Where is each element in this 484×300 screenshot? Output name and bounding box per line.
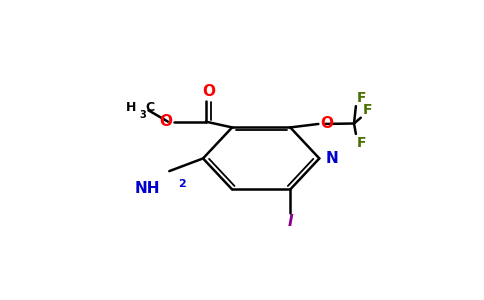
Text: O: O xyxy=(320,116,333,131)
Text: C: C xyxy=(146,101,155,114)
Text: F: F xyxy=(362,103,372,117)
Text: H: H xyxy=(126,101,136,114)
Text: N: N xyxy=(326,151,339,166)
Text: 2: 2 xyxy=(178,178,186,188)
Text: 3: 3 xyxy=(140,110,147,120)
Text: F: F xyxy=(357,136,366,149)
Text: I: I xyxy=(287,214,293,230)
Text: O: O xyxy=(159,114,172,129)
Text: NH: NH xyxy=(135,181,160,196)
Text: O: O xyxy=(202,84,215,99)
Text: F: F xyxy=(357,91,366,105)
